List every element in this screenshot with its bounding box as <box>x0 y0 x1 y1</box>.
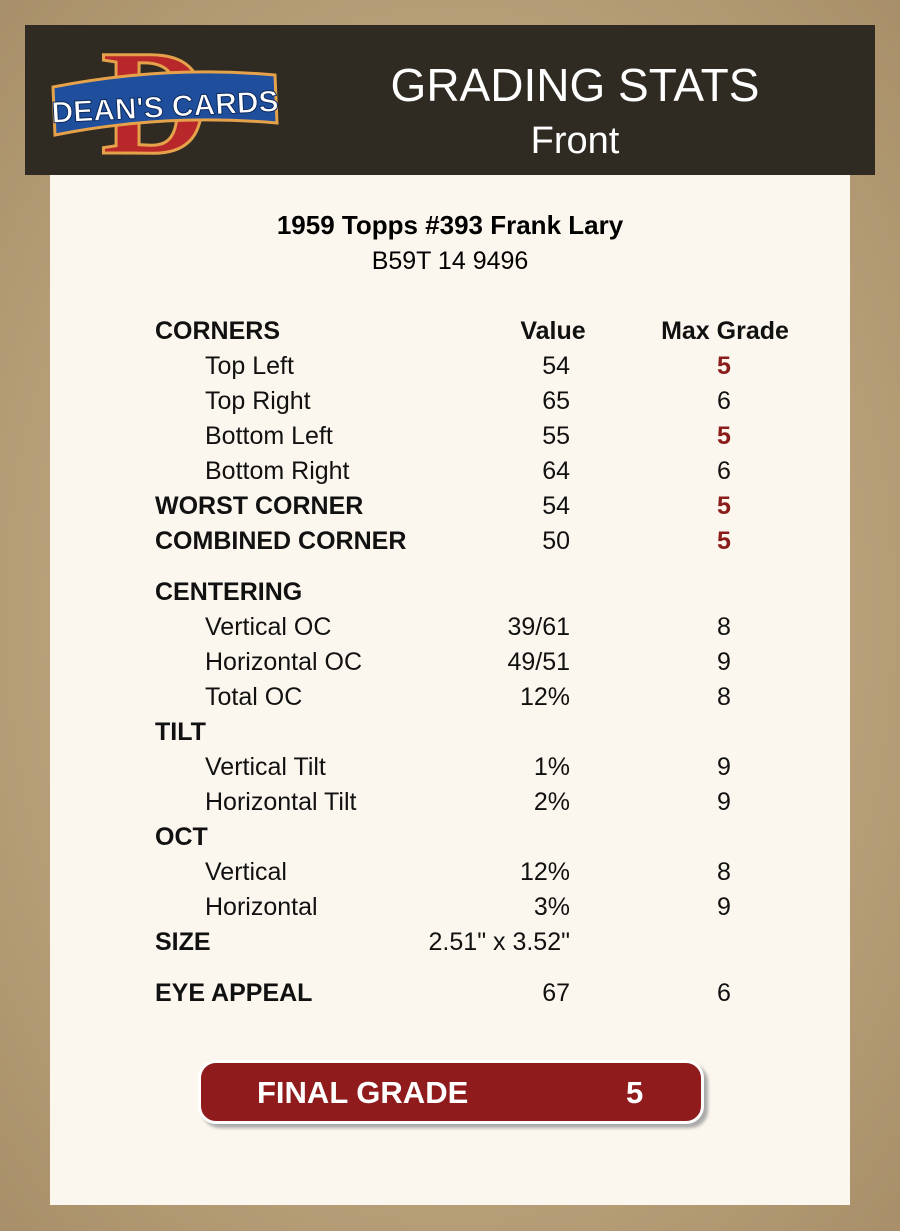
row-value: 67 <box>542 979 570 1007</box>
row-label: Vertical <box>205 858 287 886</box>
final-grade: 5 <box>626 1075 644 1110</box>
card-code: B59T 14 9496 <box>371 247 529 275</box>
row-label: Vertical Tilt <box>205 753 326 781</box>
row-max-grade: 9 <box>717 893 731 921</box>
row-label: Horizontal <box>205 893 318 921</box>
row-value: 65 <box>542 387 570 415</box>
row-label: Top Right <box>205 387 311 415</box>
row-label: WORST CORNER <box>155 492 364 520</box>
row-label: Vertical OC <box>205 613 332 641</box>
row-label: OCT <box>155 823 208 851</box>
row-value: 3% <box>533 893 570 921</box>
column-header: Max Grade <box>661 317 789 345</box>
row-value: 54 <box>542 492 570 520</box>
row-max-grade: 6 <box>717 457 731 485</box>
panel <box>50 175 850 1205</box>
logo: D DEAN'S CARDS <box>50 35 280 165</box>
row-label: Top Left <box>205 352 294 380</box>
subtitle: Front <box>530 120 620 162</box>
row-value: 2% <box>533 788 570 816</box>
final-label: FINAL GRADE <box>257 1075 469 1110</box>
row-label: Horizontal Tilt <box>205 788 357 816</box>
row-value: 49/51 <box>507 648 570 676</box>
row-value: 55 <box>542 422 570 450</box>
title: GRADING STATS <box>390 59 760 111</box>
row-value: 1% <box>533 753 570 781</box>
row-max-grade: 9 <box>717 753 731 781</box>
final-grade-box: FINAL GRADE 5 <box>198 1060 704 1124</box>
row-value: 64 <box>542 457 570 485</box>
row-label: Bottom Right <box>205 457 350 485</box>
row-max-grade: 5 <box>717 527 731 555</box>
row-max-grade: 5 <box>717 422 731 450</box>
row-label: EYE APPEAL <box>155 979 313 1007</box>
row-label: Total OC <box>205 683 303 711</box>
row-label: Horizontal OC <box>205 648 362 676</box>
row-value: 39/61 <box>507 613 570 641</box>
row-label: SIZE <box>155 928 211 956</box>
row-value: 2.51" x 3.52" <box>428 928 570 956</box>
row-max-grade: 5 <box>717 492 731 520</box>
row-max-grade: 5 <box>717 352 731 380</box>
column-header: Value <box>520 317 586 345</box>
row-value: 12% <box>519 858 570 886</box>
row-label: CENTERING <box>155 578 303 606</box>
row-max-grade: 6 <box>717 979 731 1007</box>
row-label: TILT <box>155 718 206 746</box>
row-max-grade: 9 <box>717 648 731 676</box>
row-max-grade: 6 <box>717 387 731 415</box>
row-max-grade: 8 <box>717 613 731 641</box>
row-label: COMBINED CORNER <box>155 527 407 555</box>
row-value: 50 <box>542 527 570 555</box>
row-label: Bottom Left <box>205 422 333 450</box>
row-value: 12% <box>519 683 570 711</box>
section-heading: CORNERS <box>155 317 281 345</box>
logo-banner <box>51 70 279 137</box>
row-max-grade: 8 <box>717 858 731 886</box>
header-bar: D DEAN'S CARDS <box>25 25 875 175</box>
row-max-grade: 8 <box>717 683 731 711</box>
row-value: 54 <box>542 352 570 380</box>
row-max-grade: 9 <box>717 788 731 816</box>
card-title: 1959 Topps #393 Frank Lary <box>276 210 624 240</box>
